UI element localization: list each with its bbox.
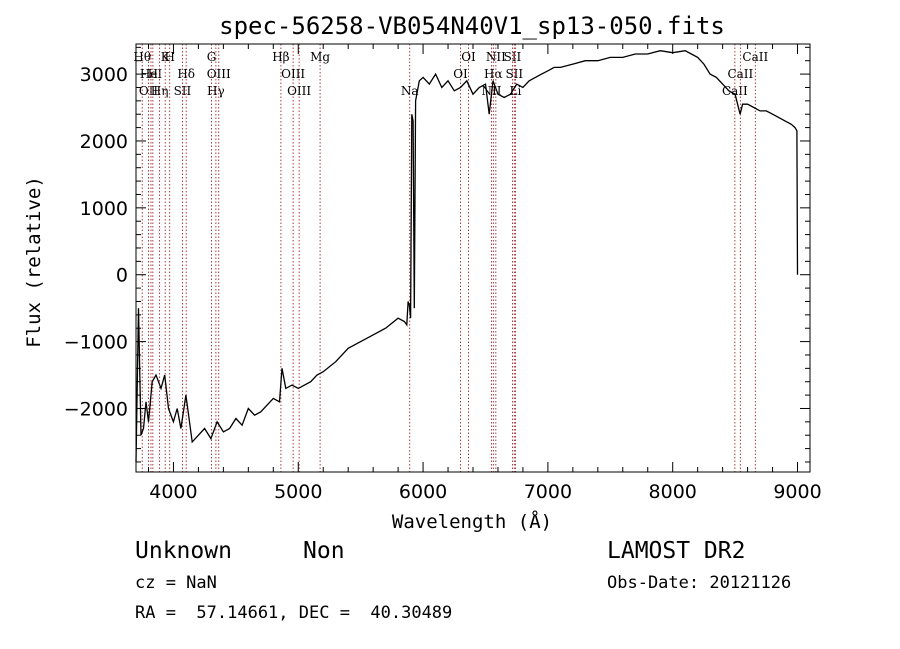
marker-label: Hα <box>484 67 503 81</box>
marker-label: Hβ <box>272 50 289 64</box>
y-tick-label: 0 <box>116 265 128 287</box>
marker-label: NII <box>486 50 506 64</box>
coordinates: RA = 57.14661, DEC = 40.30489 <box>135 603 453 623</box>
marker-label: OII <box>139 84 159 98</box>
marker-label: SII <box>504 50 522 64</box>
chart-title: spec-56258-VB054N40V1_sp13-050.fits <box>219 12 725 40</box>
y-axis-label: Flux (relative) <box>23 176 45 348</box>
marker-label: Li <box>510 84 522 98</box>
marker-label: Mg <box>310 50 330 64</box>
y-tick-label: 3000 <box>80 64 128 86</box>
marker-label: Na <box>401 84 419 98</box>
marker-label: Hγ <box>207 84 225 98</box>
marker-label: OIII <box>287 84 311 98</box>
marker-label: SII <box>174 84 192 98</box>
marker-label: H <box>148 67 158 81</box>
marker-label: HeI <box>140 67 163 81</box>
marker-label: SII <box>505 67 523 81</box>
survey-name: LAMOST DR2 <box>607 538 746 564</box>
marker-label: OI <box>453 67 468 81</box>
marker-label: H <box>164 50 174 64</box>
marker-label: CaII <box>722 84 748 98</box>
x-tick-label: 9000 <box>773 481 821 503</box>
y-tick-label: −1000 <box>64 332 128 354</box>
y-tick-label: −2000 <box>64 398 128 420</box>
marker-label: CaII <box>727 67 753 81</box>
y-tick-label: 1000 <box>80 198 128 220</box>
x-tick-label: 5000 <box>274 481 322 503</box>
marker-label: OIII <box>281 67 305 81</box>
x-axis-label: Wavelength (Å) <box>392 510 552 533</box>
marker-label: OIII <box>207 67 231 81</box>
object-subclass: Non <box>303 538 345 564</box>
marker-label: CaII <box>742 50 768 64</box>
marker-label: G <box>207 50 217 64</box>
spectrum-line <box>135 50 799 463</box>
marker-label: OI <box>461 50 476 64</box>
obs-date: Obs-Date: 20121126 <box>607 573 792 593</box>
axis-ticks: 4000 5000 6000 7000 8000 9000 −2000 −1000 0 1000 2… <box>64 44 822 503</box>
line-markers: HθOIIHeIHHηKHHδSIIGHγOIIIHβOIIIOIIIMgNaO… <box>133 44 768 472</box>
x-tick-label: 4000 <box>149 481 197 503</box>
plot-frame <box>135 43 811 473</box>
y-tick-label: 2000 <box>80 131 128 153</box>
marker-label: Hη <box>151 84 169 98</box>
object-class: Unknown <box>135 538 232 564</box>
redshift-cz: cz = NaN <box>135 573 217 593</box>
marker-label: Hδ <box>177 67 195 81</box>
x-tick-label: 7000 <box>524 481 572 503</box>
marker-label: K <box>161 50 171 64</box>
x-tick-label: 6000 <box>399 481 447 503</box>
x-tick-label: 8000 <box>649 481 697 503</box>
